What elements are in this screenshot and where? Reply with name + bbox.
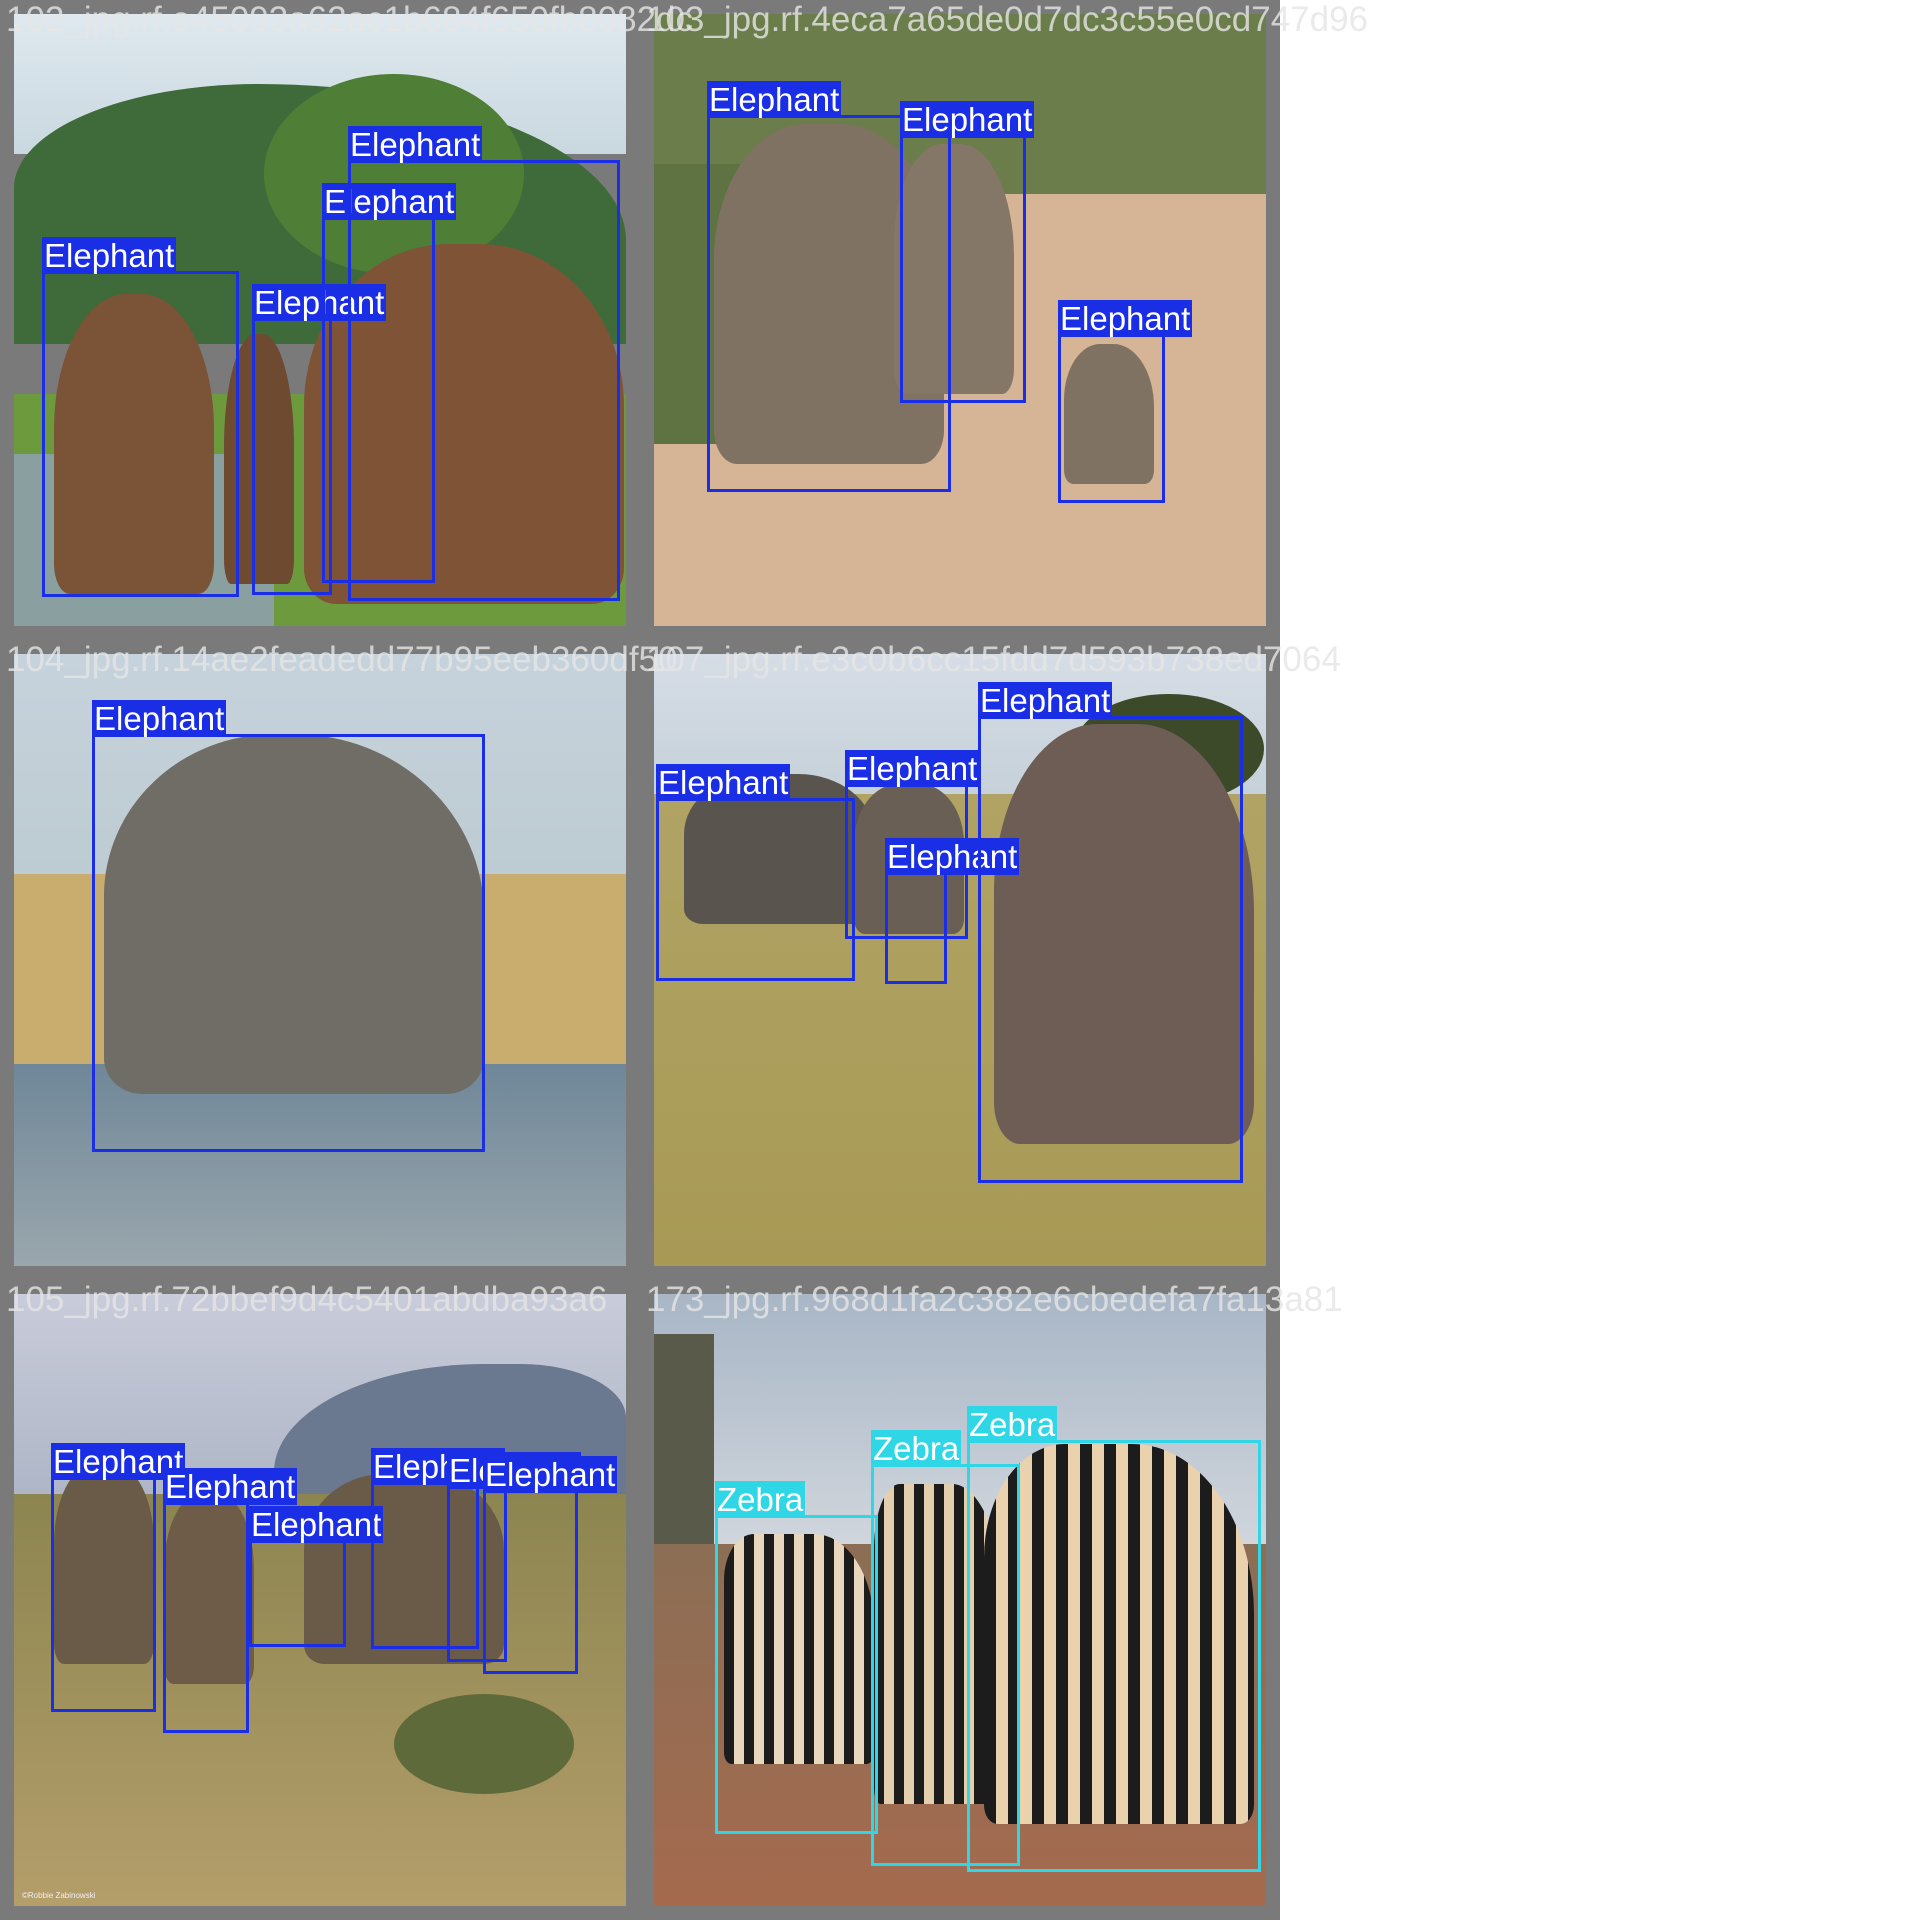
bbox-elephant: Elephant bbox=[978, 682, 1243, 1183]
photo bbox=[654, 1294, 1266, 1906]
bbox-elephant: Elephant bbox=[1058, 300, 1193, 503]
detection-mosaic: Elephant Elephant Elephant Elephant 102_… bbox=[0, 0, 1368, 1920]
bbox-zebra: Zebra bbox=[967, 1406, 1261, 1872]
bbox-label: Elephant bbox=[348, 126, 483, 163]
elephant-figure bbox=[164, 1494, 254, 1684]
tile-image-4: Elephant Elephant Elephant Elephant 107_… bbox=[640, 640, 1341, 1280]
bbox-elephant: Elephant bbox=[51, 1443, 186, 1712]
photo bbox=[14, 14, 626, 626]
bbox-elephant: Elephant bbox=[656, 764, 855, 981]
elephant-figure bbox=[54, 1464, 154, 1664]
zebra-figure bbox=[984, 1444, 1254, 1824]
bbox-elephant: Elephant bbox=[707, 81, 951, 492]
tree bbox=[654, 1334, 714, 1564]
bbox-elephant: Elephant bbox=[249, 1506, 384, 1647]
bbox-elephant: Elephant bbox=[92, 700, 485, 1152]
photo bbox=[14, 654, 626, 1266]
bbox-elephant: Elephant bbox=[885, 838, 1020, 984]
bbox-label: Elephant bbox=[42, 237, 177, 274]
elephant-figure bbox=[994, 724, 1254, 1144]
bbox-elephant: Elephant bbox=[42, 237, 239, 597]
bbox-elephant: Elephant bbox=[845, 750, 980, 939]
bbox-elephant: Elephant bbox=[900, 101, 1035, 403]
bush bbox=[394, 1694, 574, 1794]
bbox-label: Elephant bbox=[707, 81, 842, 118]
bbox-label: Zebra bbox=[715, 1481, 806, 1518]
tile-image-1: Elephant Elephant Elephant Elephant 102_… bbox=[0, 0, 693, 640]
bbox-label: Elephant bbox=[885, 838, 1020, 875]
elephant-figure bbox=[104, 734, 484, 1094]
bbox-label: Elephant bbox=[978, 682, 1113, 719]
bbox-label: Elephant bbox=[51, 1443, 186, 1480]
elephant-figure bbox=[304, 1474, 504, 1664]
bbox-elephant: Elephant bbox=[348, 126, 620, 601]
bbox-label: Elephant bbox=[845, 750, 980, 787]
bbox-label: Elephant bbox=[322, 183, 457, 220]
bbox-label: Elephant bbox=[163, 1468, 298, 1505]
bbox-label: Elephant bbox=[656, 764, 791, 801]
bbox-label: Zebra bbox=[967, 1406, 1058, 1443]
elephant-figure bbox=[894, 144, 1014, 394]
elephant-figure bbox=[1064, 344, 1154, 484]
bbox-label: Elephant bbox=[249, 1506, 384, 1543]
zebra-figure bbox=[724, 1534, 874, 1764]
bbox-elephant: Elephant bbox=[322, 183, 457, 583]
bbox-label: Elephant bbox=[483, 1456, 618, 1493]
bbox-elephant: Elephant bbox=[483, 1456, 618, 1674]
water bbox=[14, 1064, 626, 1266]
elephant-figure bbox=[54, 294, 214, 594]
tile-image-5: Elephant Elephant Elephant Elephant Elep… bbox=[0, 1280, 640, 1920]
bbox-label: Elephant bbox=[92, 700, 227, 737]
elephant-figure bbox=[224, 334, 294, 584]
tile-image-3: Elephant 104_jpg.rf.14ae2feadedd77b95eeb… bbox=[0, 640, 677, 1280]
bbox-elephant: Elephant bbox=[163, 1468, 298, 1733]
tree-canopy bbox=[264, 74, 524, 274]
bbox-label: Zebra bbox=[871, 1430, 962, 1467]
bbox-label: Elephant bbox=[1058, 300, 1193, 337]
bbox-zebra: Zebra bbox=[715, 1481, 878, 1834]
zebra-figure bbox=[874, 1484, 1004, 1804]
bbox-zebra: Zebra bbox=[871, 1430, 1020, 1866]
bbox-label: Elephant bbox=[900, 101, 1035, 138]
tile-image-6: Zebra Zebra Zebra 173_jpg.rf.968d1fa2c38… bbox=[640, 1280, 1343, 1920]
bbox-label: Elephant bbox=[252, 284, 387, 321]
tile-image-2: Elephant Elephant Elephant 103_jpg.rf.4e… bbox=[640, 0, 1368, 640]
photo-credit: ©Robbie Zabinowski bbox=[22, 1891, 96, 1900]
bbox-elephant: Elephant bbox=[252, 284, 387, 595]
